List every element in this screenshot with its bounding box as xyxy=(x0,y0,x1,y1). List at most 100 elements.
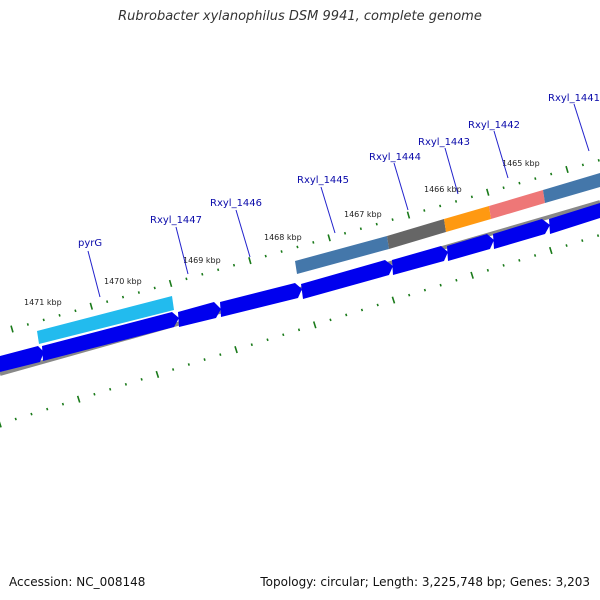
minor-tick xyxy=(359,227,362,231)
gene-arrow[interactable] xyxy=(493,219,550,249)
minor-tick xyxy=(533,254,537,257)
gene-band-rxyl-1445[interactable] xyxy=(295,236,389,274)
minor-tick xyxy=(439,204,442,208)
minor-tick xyxy=(391,218,394,221)
gene-arrow[interactable] xyxy=(178,302,221,327)
gene-label-rxyl-1445[interactable]: Rxyl_1445 xyxy=(297,175,349,186)
minor-tick xyxy=(201,272,204,276)
minor-tick xyxy=(232,263,236,267)
minor-tick xyxy=(124,382,128,386)
minor-tick xyxy=(74,309,77,313)
minor-tick xyxy=(153,286,156,290)
gene-label-rxyl-1441[interactable]: Rxyl_1441 xyxy=(548,93,600,104)
gene-label-rxyl-1442[interactable]: Rxyl_1442 xyxy=(468,120,520,131)
minor-tick xyxy=(550,172,553,176)
minor-tick xyxy=(203,358,206,361)
minor-tick xyxy=(266,338,269,342)
gene-arrow[interactable] xyxy=(301,260,393,299)
leader-line xyxy=(87,250,101,298)
kbp-label: 1471 kbp xyxy=(24,298,62,307)
kbp-label: 1469 kbp xyxy=(183,256,221,265)
gene-band-rxyl-1443[interactable] xyxy=(444,206,491,232)
minor-tick xyxy=(42,318,45,322)
minor-tick xyxy=(109,387,112,391)
minor-tick xyxy=(140,377,143,381)
minor-tick xyxy=(581,163,584,167)
gene-label-rxyl-1443[interactable]: Rxyl_1443 xyxy=(418,137,470,148)
minor-tick xyxy=(596,234,600,238)
minor-tick xyxy=(171,368,175,371)
minor-tick xyxy=(408,293,411,297)
kbp-label: 1467 kbp xyxy=(344,210,382,219)
gene-label-rxyl-1444[interactable]: Rxyl_1444 xyxy=(369,152,421,163)
minor-tick xyxy=(264,254,267,258)
major-tick xyxy=(248,257,252,265)
gene-label-rxyl-1446[interactable]: Rxyl_1446 xyxy=(210,198,262,209)
minor-tick xyxy=(137,291,140,294)
minor-tick xyxy=(502,263,505,267)
gene-arrow[interactable] xyxy=(392,246,448,275)
minor-tick xyxy=(26,323,29,326)
major-tick xyxy=(565,165,569,174)
minor-tick xyxy=(14,417,17,421)
major-tick xyxy=(234,346,238,354)
minor-tick xyxy=(597,158,600,162)
leader-line xyxy=(444,147,459,195)
major-tick xyxy=(89,302,94,310)
gene-label-rxyl-1447[interactable]: Rxyl_1447 xyxy=(150,215,202,226)
gene-band-rxyl-1444[interactable] xyxy=(387,219,446,249)
minor-tick xyxy=(343,231,347,235)
minor-tick xyxy=(187,363,190,366)
major-tick xyxy=(391,296,396,304)
major-tick xyxy=(312,321,317,329)
map-title: Rubrobacter xylanophilus DSM 9941, compl… xyxy=(118,9,482,24)
minor-tick xyxy=(106,300,109,304)
minor-tick xyxy=(470,195,473,199)
gene-arrow[interactable] xyxy=(447,234,494,261)
leader-line xyxy=(493,130,509,179)
gene-band-rxyl-1442[interactable] xyxy=(489,190,545,219)
minor-tick xyxy=(296,245,299,249)
minor-tick xyxy=(518,181,521,185)
gene-track-highlight xyxy=(37,173,600,344)
major-tick xyxy=(76,395,81,403)
kbp-ticks-inner xyxy=(0,234,600,428)
leader-line xyxy=(573,103,590,152)
major-tick xyxy=(327,234,331,242)
major-tick xyxy=(486,188,490,196)
minor-tick xyxy=(250,343,253,347)
major-tick xyxy=(0,421,2,428)
minor-tick xyxy=(376,303,379,307)
kbp-label: 1470 kbp xyxy=(104,277,142,286)
gene-arrow[interactable] xyxy=(0,346,44,372)
minor-tick xyxy=(312,241,315,244)
major-tick xyxy=(155,370,160,379)
gene-band-rxyl-1441[interactable] xyxy=(543,173,600,203)
minor-tick xyxy=(486,268,489,272)
gene-band-pyrG[interactable] xyxy=(37,296,174,344)
minor-tick xyxy=(282,333,285,337)
major-tick xyxy=(470,271,474,279)
minor-tick xyxy=(297,328,301,332)
minor-tick xyxy=(58,313,61,317)
minor-tick xyxy=(185,277,188,281)
minor-tick xyxy=(280,250,283,253)
kbp-label: 1468 kbp xyxy=(264,233,302,242)
gene-label-pyrG[interactable]: pyrG xyxy=(78,238,102,249)
gene-arrow[interactable] xyxy=(549,203,600,234)
gene-arrow[interactable] xyxy=(220,283,302,317)
major-tick xyxy=(549,246,553,255)
minor-tick xyxy=(121,295,125,299)
minor-tick xyxy=(360,308,364,312)
gene-track-forward xyxy=(0,203,600,372)
minor-tick xyxy=(455,278,458,282)
minor-tick xyxy=(565,244,568,247)
gene-arrow[interactable] xyxy=(42,312,179,361)
minor-tick xyxy=(375,222,378,226)
minor-tick xyxy=(423,288,427,292)
minor-tick xyxy=(219,353,222,356)
minor-tick xyxy=(345,313,348,317)
leader-line xyxy=(235,209,251,258)
gene-labels: pyrG Rxyl_1447 Rxyl_1446 Rxyl_1445 Rxyl_… xyxy=(78,93,600,298)
